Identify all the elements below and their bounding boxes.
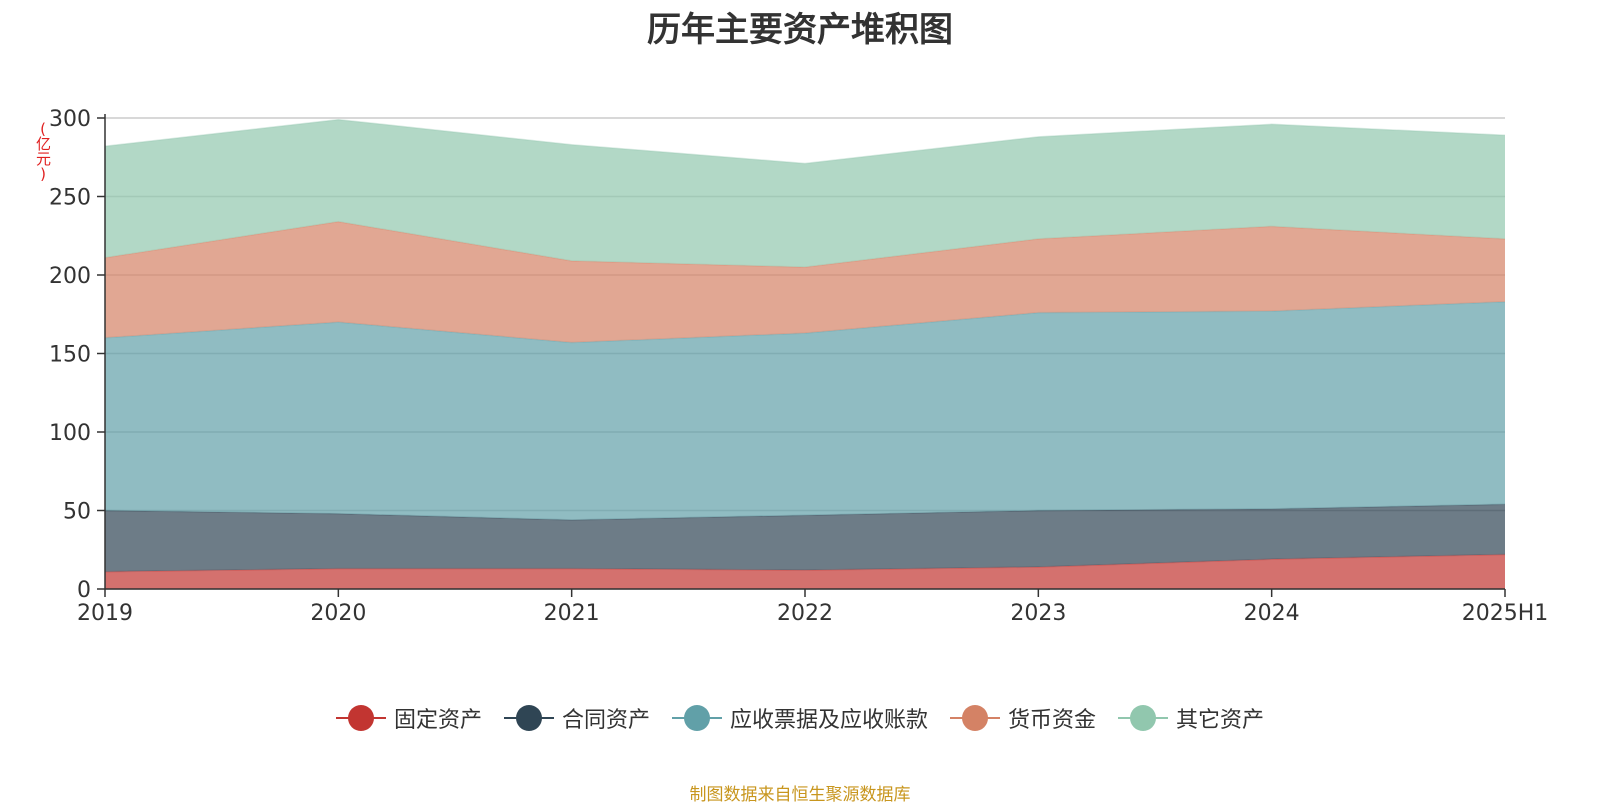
x-tick-label: 2019 xyxy=(77,601,133,626)
area-series-3 xyxy=(105,221,1505,343)
legend-item-0[interactable]: 固定资产 xyxy=(335,702,482,734)
area-series-1 xyxy=(105,504,1505,572)
y-tick-label: 100 xyxy=(49,421,91,446)
y-tick-label: 250 xyxy=(49,186,91,211)
legend-label: 合同资产 xyxy=(561,708,650,733)
legend-label: 货币资金 xyxy=(1008,708,1097,733)
legend-marker-icon xyxy=(503,703,554,733)
x-tick-label: 2020 xyxy=(310,601,366,626)
y-tick-label: 0 xyxy=(77,578,91,603)
y-tick-label: 50 xyxy=(63,500,91,525)
chart-title: 历年主要资产堆积图 xyxy=(647,10,953,50)
x-tick-label: 2024 xyxy=(1244,601,1300,626)
legend-item-4[interactable]: 其它资产 xyxy=(1118,702,1264,734)
legend-marker-icon xyxy=(950,703,1000,733)
legend-label: 其它资产 xyxy=(1176,708,1265,733)
area-series-0 xyxy=(105,554,1505,589)
x-tick-label: 2021 xyxy=(544,601,600,626)
y-tick-label: 200 xyxy=(49,264,91,289)
legend-item-2[interactable]: 应收票据及应收账款 xyxy=(671,702,928,734)
x-tick-label: 2022 xyxy=(777,601,833,626)
legend-marker-icon xyxy=(335,703,386,733)
chart-legend: 固定资产 合同资产 应收票据及应收账款 货币资金 其它资产 xyxy=(0,702,1600,734)
x-tick-label: 2025H1 xyxy=(1462,601,1549,626)
area-edge-4 xyxy=(104,118,1506,165)
x-tick-label: 2023 xyxy=(1010,601,1066,626)
legend-label: 应收票据及应收账款 xyxy=(729,708,928,733)
y-tick-label: 300 xyxy=(49,107,91,132)
legend-item-3[interactable]: 货币资金 xyxy=(950,702,1096,734)
y-axis-unit-label: (亿元) xyxy=(36,120,52,183)
legend-marker-icon xyxy=(1118,703,1169,733)
data-source-note: 制图数据来自恒生聚源数据库 xyxy=(689,785,911,805)
legend-label: 固定资产 xyxy=(393,708,482,733)
legend-item-1[interactable]: 合同资产 xyxy=(503,702,650,734)
area-series-4 xyxy=(105,119,1505,268)
y-tick-label: 150 xyxy=(49,343,91,368)
legend-marker-icon xyxy=(671,703,722,733)
area-series-2 xyxy=(105,301,1505,520)
